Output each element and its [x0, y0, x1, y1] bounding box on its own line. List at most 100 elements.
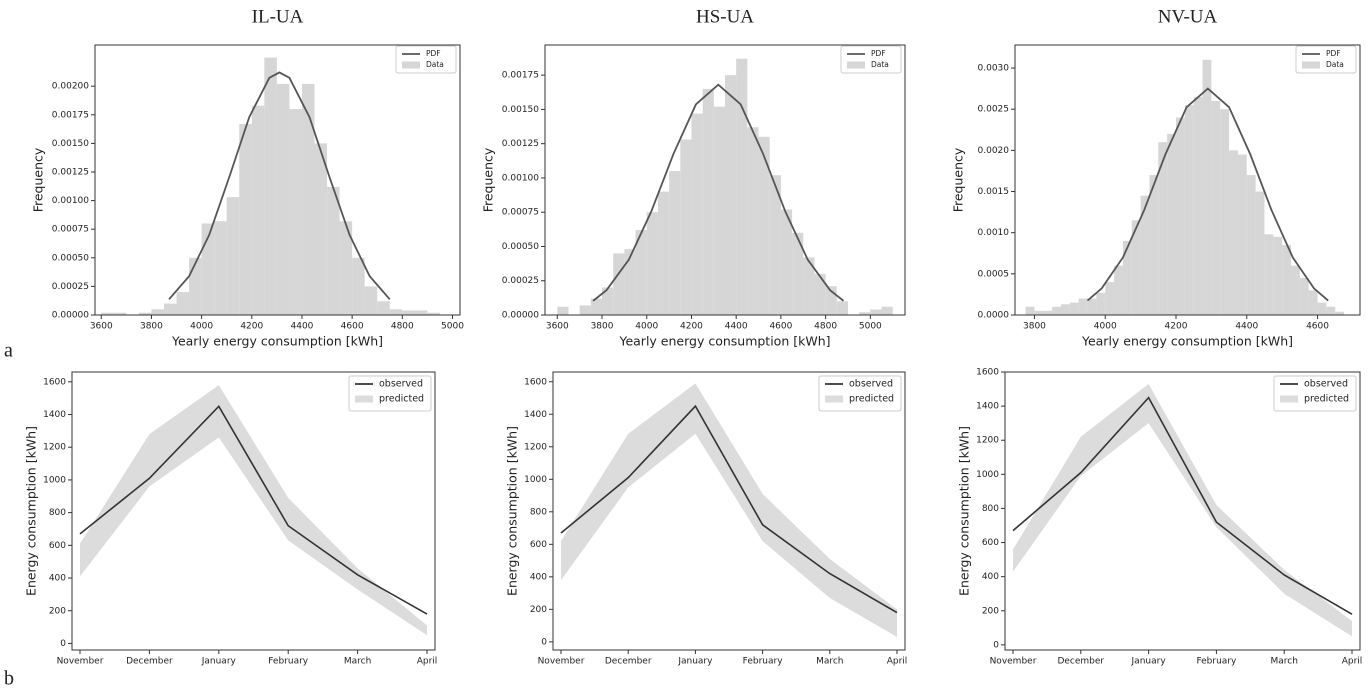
x-tick-label: December [126, 657, 173, 667]
y-tick-label: 0.0005 [978, 269, 1010, 279]
y-axis-label: Energy consumption [kWh] [957, 426, 972, 596]
y-tick-label: 600 [530, 540, 547, 550]
histogram-bar [624, 249, 636, 315]
y-tick-label: 200 [530, 605, 547, 615]
histogram-bar [1069, 302, 1079, 315]
histogram-bar [1202, 59, 1212, 315]
histogram-bar [803, 257, 815, 315]
x-tick-label: November [990, 657, 1037, 667]
x-tick-label: April [1342, 657, 1363, 667]
histogram-bar [1317, 302, 1327, 315]
legend-label: observed [849, 379, 893, 390]
histogram-bar [214, 221, 227, 315]
histogram-bar [881, 306, 893, 315]
legend-label: PDF [871, 49, 886, 58]
x-tick-label: April [417, 657, 438, 667]
x-axis-label: Yearly energy consumption [kWh] [618, 334, 830, 349]
histogram-bar [825, 286, 837, 315]
histogram-bar [1326, 306, 1336, 315]
histogram-bar [1149, 175, 1159, 315]
histogram-bar [1308, 290, 1318, 315]
x-tick-label: January [201, 657, 237, 667]
y-tick-label: 200 [982, 606, 999, 616]
legend-label: predicted [849, 394, 894, 405]
y-tick-label: 0.00125 [52, 167, 89, 177]
histogram-bar [1087, 298, 1097, 315]
y-tick-label: 0 [60, 639, 66, 649]
y-tick-label: 800 [49, 508, 66, 518]
histogram-bar [1131, 220, 1141, 315]
histogram-bar [402, 310, 415, 315]
x-tick-label: February [743, 657, 784, 667]
x-tick-label: December [1057, 657, 1104, 667]
x-tick-label: 4200 [240, 322, 263, 332]
histogram-bar [713, 106, 725, 315]
pdf-line [168, 71, 391, 300]
x-tick-label: February [268, 657, 309, 667]
y-tick-label: 0.00175 [52, 110, 89, 120]
histogram-bar [814, 273, 826, 315]
y-tick-label: 0.00000 [502, 311, 539, 321]
legend-label: PDF [1326, 49, 1341, 58]
histogram-bar [1264, 234, 1274, 315]
legend-swatch [1280, 395, 1298, 403]
plot-frame [1004, 371, 1361, 651]
histogram-bar [176, 292, 190, 315]
y-tick-label: 1600 [976, 368, 999, 378]
y-tick-label: 0.00050 [502, 242, 539, 252]
histogram-bar [870, 309, 882, 315]
prediction-band [80, 385, 427, 636]
x-tick-label: March [344, 657, 371, 667]
x-tick-label: March [1270, 657, 1297, 667]
x-tick-label: 4400 [725, 322, 748, 332]
x-tick-label: 4200 [1165, 322, 1188, 332]
legend-swatch [847, 61, 865, 69]
y-axis-label: Frequency [951, 147, 966, 212]
x-tick-label: February [1196, 657, 1237, 667]
histogram-bar [377, 301, 390, 315]
histogram-bar [1229, 150, 1238, 315]
histogram-bar [590, 298, 603, 315]
observed-line [560, 404, 898, 614]
histogram-bar [1061, 304, 1070, 315]
y-tick-label: 1400 [524, 410, 547, 420]
x-tick-label: 4600 [1306, 322, 1329, 332]
y-tick-label: 1000 [976, 470, 999, 480]
legend-swatch [402, 61, 420, 69]
x-tick-label: 4800 [391, 322, 414, 332]
histogram-bar [669, 171, 681, 315]
y-tick-label: 0.00150 [502, 105, 539, 115]
histogram-bar [557, 306, 569, 315]
x-tick-label: 4000 [635, 322, 658, 332]
y-tick-label: 0.0000 [978, 311, 1010, 321]
histogram-bar [1096, 292, 1106, 315]
y-tick-label: 0.0025 [978, 105, 1010, 115]
histogram-bar [579, 305, 591, 315]
histogram-bar [113, 312, 127, 315]
y-tick-label: 800 [530, 507, 547, 517]
x-tick-label: 3800 [140, 322, 163, 332]
x-tick-label: December [605, 657, 652, 667]
histogram-bar [1237, 154, 1247, 315]
x-tick-label: 4000 [190, 322, 213, 332]
x-tick-label: November [57, 657, 104, 667]
histogram-bar [836, 301, 848, 315]
histogram-bar [635, 230, 647, 315]
histogram-bar [691, 113, 703, 315]
histogram-bar [1273, 236, 1283, 315]
x-tick-label: November [538, 657, 585, 667]
histogram-bar [414, 310, 428, 315]
histogram-bar [792, 232, 804, 315]
x-tick-label: 3600 [546, 322, 569, 332]
legend-label: Data [426, 60, 444, 69]
y-tick-label: 0 [541, 637, 547, 647]
histogram-bar [101, 312, 114, 315]
x-tick-label: 4600 [341, 322, 364, 332]
histogram-bar [1105, 282, 1115, 315]
y-tick-label: 1400 [976, 402, 999, 412]
y-tick-label: 1200 [976, 436, 999, 446]
y-tick-label: 0.0010 [978, 228, 1010, 238]
histogram-bar [680, 139, 692, 315]
x-tick-label: 4400 [291, 322, 314, 332]
histogram-bar [1211, 100, 1221, 315]
